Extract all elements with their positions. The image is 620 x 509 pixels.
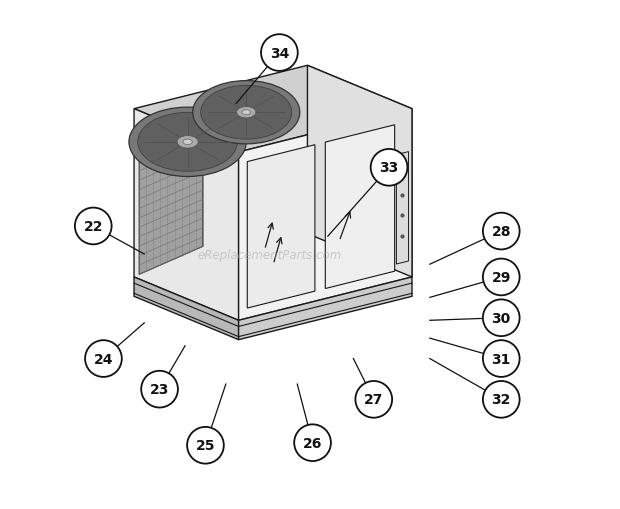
Text: 34: 34 [270,46,289,61]
Circle shape [355,381,392,418]
Polygon shape [134,109,239,321]
Polygon shape [134,66,412,153]
Circle shape [483,213,520,250]
Text: 27: 27 [364,392,383,407]
Text: 29: 29 [492,270,511,285]
Text: 28: 28 [492,224,511,239]
Text: 32: 32 [492,392,511,407]
Circle shape [483,300,520,336]
Text: 30: 30 [492,311,511,325]
Text: eReplacementParts.com: eReplacementParts.com [197,248,342,261]
Ellipse shape [242,110,250,116]
Circle shape [294,425,331,461]
Circle shape [187,427,224,464]
Polygon shape [396,152,409,265]
Text: 25: 25 [196,438,215,453]
Text: 33: 33 [379,161,399,175]
Text: 23: 23 [150,382,169,397]
Circle shape [261,35,298,72]
Text: 26: 26 [303,436,322,450]
Circle shape [483,259,520,296]
Circle shape [85,341,122,377]
Polygon shape [239,109,412,321]
Circle shape [483,341,520,377]
Polygon shape [326,126,395,289]
Ellipse shape [201,86,292,140]
Ellipse shape [129,108,246,177]
Circle shape [483,381,520,418]
Text: 31: 31 [492,352,511,366]
Polygon shape [239,277,412,340]
Circle shape [75,208,112,245]
Circle shape [371,150,407,186]
Polygon shape [134,277,239,340]
Ellipse shape [193,81,300,145]
Polygon shape [247,146,315,308]
Ellipse shape [237,107,256,119]
Ellipse shape [177,136,198,149]
Polygon shape [308,66,412,277]
Text: 22: 22 [84,219,103,234]
Ellipse shape [138,113,237,172]
Ellipse shape [183,140,192,145]
Polygon shape [139,125,203,275]
Circle shape [141,371,178,408]
Text: 24: 24 [94,352,113,366]
